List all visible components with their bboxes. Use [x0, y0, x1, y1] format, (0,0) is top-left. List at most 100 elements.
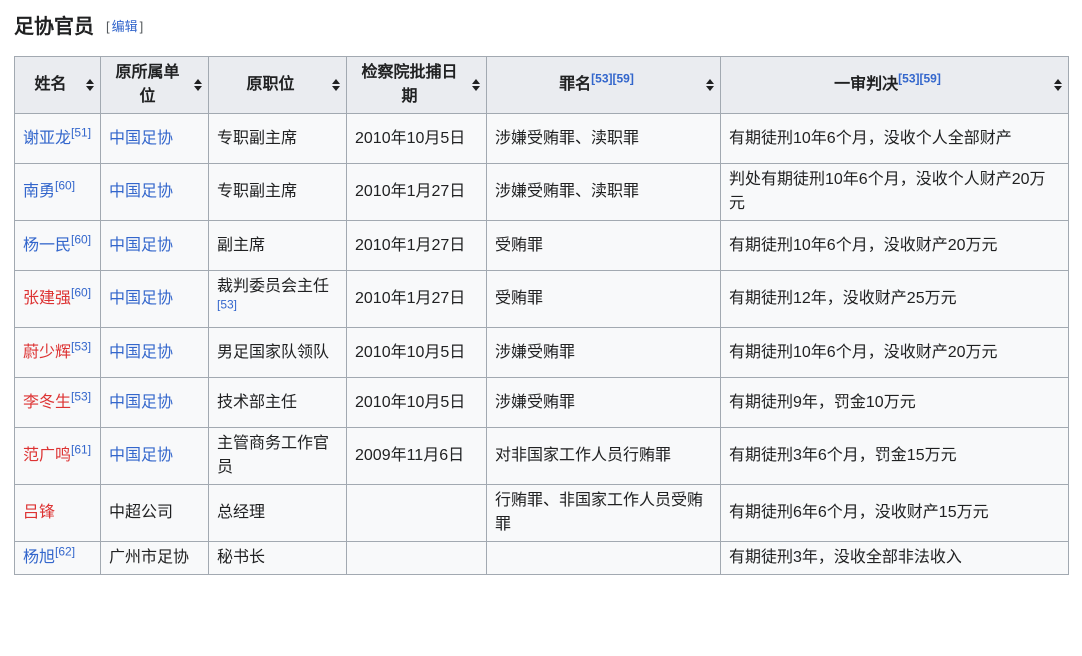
column-header[interactable]: 原职位: [208, 56, 347, 114]
column-header-references: [53][59]: [591, 73, 634, 93]
person-link[interactable]: 南勇: [23, 183, 56, 200]
position-reference: [53]: [217, 298, 237, 312]
unit-link[interactable]: 中国足协: [109, 393, 174, 411]
charge-cell: 涉嫌受贿罪、渎职罪: [486, 113, 721, 164]
unit-text: 中超公司: [109, 504, 174, 521]
reference-link[interactable]: [53]: [71, 339, 92, 354]
table-row: 吕锋 中超公司 总经理 行贿罪、非国家工作人员受贿罪 有期徒刑6年6个月，没收财…: [14, 484, 1069, 542]
sort-down-arrow-icon: [194, 86, 202, 91]
verdict-cell: 有期徒刑3年，没收全部非法收入: [720, 541, 1069, 575]
header-reference: [53]: [898, 72, 919, 86]
person-link[interactable]: 谢亚龙: [23, 129, 72, 147]
reference-link[interactable]: [60]: [71, 232, 92, 247]
unit-link[interactable]: 中国足协: [109, 290, 174, 307]
person-link[interactable]: 范广鸣: [23, 447, 72, 464]
person-link[interactable]: 杨旭: [23, 549, 56, 566]
reference-link[interactable]: [53]: [898, 71, 920, 86]
person-link[interactable]: 蔚少辉: [23, 343, 72, 361]
reference-link[interactable]: [62]: [55, 544, 76, 559]
charge-cell: 涉嫌受贿罪: [486, 377, 721, 428]
verdict-cell: 有期徒刑12年，没收财产25万元: [720, 270, 1069, 328]
verdict-cell: 有期徒刑10年6个月，没收财产20万元: [720, 327, 1069, 378]
table-row: 杨旭[62] 广州市足协 秘书长 有期徒刑3年，没收全部非法收入: [14, 541, 1069, 575]
person-link[interactable]: 李冬生: [23, 393, 72, 411]
charge-cell: 受贿罪: [486, 270, 721, 328]
unit-cell: 中国足协: [100, 113, 209, 164]
column-header[interactable]: 姓名: [14, 56, 101, 114]
arrest-date-cell: 2010年10月5日: [346, 327, 487, 378]
reference-link[interactable]: [53]: [591, 71, 613, 86]
table-row: 李冬生[53] 中国足协 技术部主任 2010年10月5日 涉嫌受贿罪 有期徒刑…: [14, 377, 1069, 428]
name-cell: 李冬生[53]: [14, 377, 101, 428]
column-header-label: 原所属单位: [115, 64, 180, 105]
edit-bracket-close: ]: [139, 19, 144, 34]
unit-link[interactable]: 中国足协: [109, 343, 174, 361]
name-cell: 蔚少辉[53]: [14, 327, 101, 378]
sort-icon[interactable]: [706, 79, 714, 91]
column-header[interactable]: 一审判决[53][59]: [720, 56, 1069, 114]
sort-down-arrow-icon: [472, 86, 480, 91]
sort-icon[interactable]: [194, 79, 202, 91]
person-link[interactable]: 吕锋: [23, 504, 56, 521]
reference-link[interactable]: [53]: [71, 389, 92, 404]
column-header-label: 一审判决: [834, 76, 899, 93]
name-reference: [51]: [71, 125, 91, 139]
header-reference: [53]: [591, 72, 612, 86]
person-link[interactable]: 杨一民: [23, 236, 72, 254]
column-header-references: [53][59]: [898, 73, 941, 93]
sort-icon[interactable]: [1054, 79, 1062, 91]
column-header-label: 检察院批捕日期: [361, 64, 458, 105]
unit-cell: 中国足协: [100, 427, 209, 485]
table-row: 蔚少辉[53] 中国足协 男足国家队领队 2010年10月5日 涉嫌受贿罪 有期…: [14, 327, 1069, 378]
column-header-label: 原职位: [246, 76, 295, 93]
charge-cell: 行贿罪、非国家工作人员受贿罪: [486, 484, 721, 542]
header-reference: [59]: [613, 72, 634, 86]
arrest-date-cell: 2010年10月5日: [346, 113, 487, 164]
name-cell: 南勇[60]: [14, 163, 101, 221]
position-text: 秘书长: [217, 549, 266, 566]
unit-link[interactable]: 中国足协: [109, 447, 174, 464]
unit-text: 广州市足协: [109, 549, 190, 566]
unit-cell: 中超公司: [100, 484, 209, 542]
reference-link[interactable]: [59]: [919, 71, 941, 86]
sort-icon[interactable]: [86, 79, 94, 91]
position-cell: 总经理: [208, 484, 347, 542]
edit-link[interactable]: 编辑: [111, 19, 138, 34]
sort-up-arrow-icon: [194, 79, 202, 84]
reference-link[interactable]: [59]: [612, 71, 634, 86]
reference-link[interactable]: [61]: [71, 442, 92, 457]
sort-icon[interactable]: [472, 79, 480, 91]
reference-link[interactable]: [60]: [71, 285, 92, 300]
position-cell: 副主席: [208, 220, 347, 271]
sort-icon[interactable]: [332, 79, 340, 91]
charge-cell: 受贿罪: [486, 220, 721, 271]
sort-up-arrow-icon: [706, 79, 714, 84]
arrest-date-cell: 2010年1月27日: [346, 270, 487, 328]
sort-up-arrow-icon: [472, 79, 480, 84]
position-cell: 男足国家队领队: [208, 327, 347, 378]
column-header[interactable]: 罪名[53][59]: [486, 56, 721, 114]
reference-link[interactable]: [53]: [217, 297, 238, 312]
unit-link[interactable]: 中国足协: [109, 129, 174, 147]
name-cell: 吕锋: [14, 484, 101, 542]
reference-link[interactable]: [51]: [71, 125, 92, 140]
column-header[interactable]: 检察院批捕日期: [346, 56, 487, 114]
header-reference: [59]: [920, 72, 941, 86]
verdict-cell: 有期徒刑10年6个月，没收财产20万元: [720, 220, 1069, 271]
arrest-date-cell: 2010年1月27日: [346, 220, 487, 271]
unit-link[interactable]: 中国足协: [109, 183, 174, 200]
person-link[interactable]: 张建强: [23, 290, 72, 307]
unit-cell: 中国足协: [100, 377, 209, 428]
name-cell: 张建强[60]: [14, 270, 101, 328]
name-reference: [62]: [55, 545, 75, 559]
column-header[interactable]: 原所属单位: [100, 56, 209, 114]
unit-cell: 中国足协: [100, 220, 209, 271]
reference-link[interactable]: [60]: [55, 178, 76, 193]
position-cell: 技术部主任: [208, 377, 347, 428]
unit-link[interactable]: 中国足协: [109, 236, 174, 254]
position-cell: 专职副主席: [208, 163, 347, 221]
position-text: 总经理: [217, 504, 266, 521]
table-row: 谢亚龙[51] 中国足协 专职副主席 2010年10月5日 涉嫌受贿罪、渎职罪 …: [14, 113, 1069, 164]
table-row: 范广鸣[61] 中国足协 主管商务工作官员 2009年11月6日 对非国家工作人…: [14, 427, 1069, 485]
position-cell: 主管商务工作官员: [208, 427, 347, 485]
